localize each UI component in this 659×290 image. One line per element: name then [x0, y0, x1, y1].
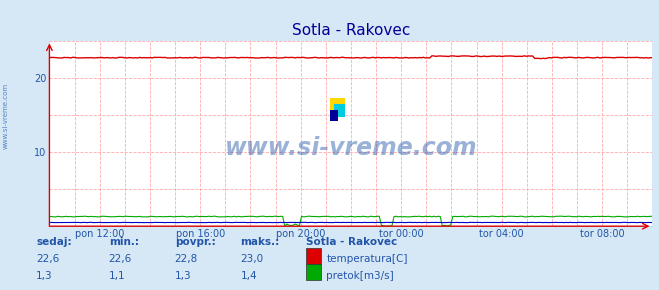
Text: 1,4: 1,4 [241, 271, 257, 281]
Title: Sotla - Rakovec: Sotla - Rakovec [292, 23, 410, 38]
Text: temperatura[C]: temperatura[C] [326, 254, 408, 264]
Text: Sotla - Rakovec: Sotla - Rakovec [306, 237, 397, 247]
Text: 22,6: 22,6 [36, 254, 59, 264]
Text: min.:: min.: [109, 237, 139, 247]
Bar [334, 104, 345, 117]
Text: 23,0: 23,0 [241, 254, 264, 264]
Text: 22,8: 22,8 [175, 254, 198, 264]
Text: 22,6: 22,6 [109, 254, 132, 264]
Text: 1,3: 1,3 [36, 271, 53, 281]
Text: maks.:: maks.: [241, 237, 280, 247]
Text: sedaj:: sedaj: [36, 237, 72, 247]
Text: 1,3: 1,3 [175, 271, 191, 281]
Text: www.si-vreme.com: www.si-vreme.com [225, 136, 477, 160]
Text: www.si-vreme.com: www.si-vreme.com [2, 83, 9, 149]
Bar [330, 98, 345, 111]
Text: 1,1: 1,1 [109, 271, 125, 281]
Bar [330, 110, 338, 121]
Text: pretok[m3/s]: pretok[m3/s] [326, 271, 394, 281]
Text: povpr.:: povpr.: [175, 237, 215, 247]
